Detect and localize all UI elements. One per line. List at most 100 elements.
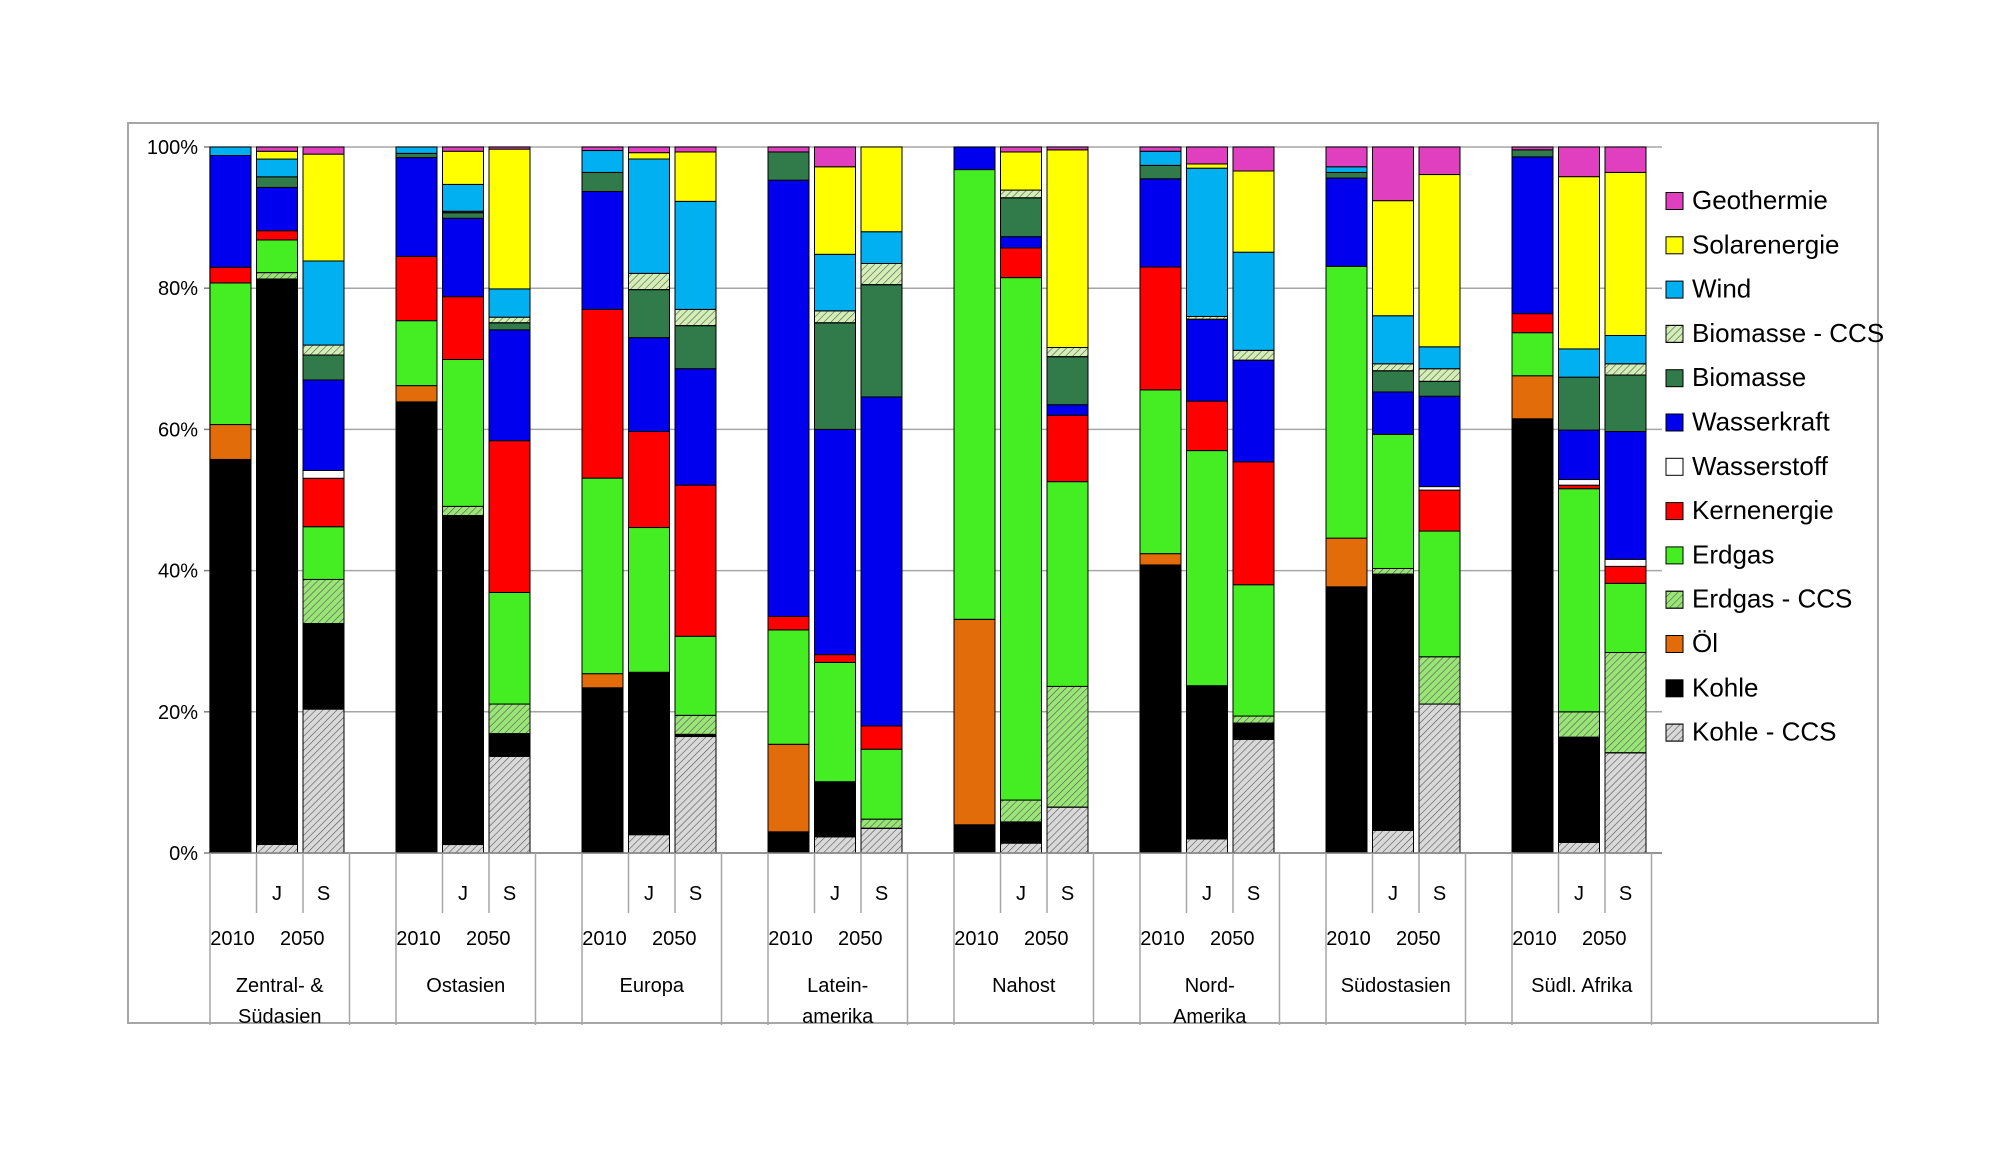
legend-swatch-solar <box>1665 236 1684 255</box>
bar-segment-wasserkraft <box>1046 404 1089 416</box>
scenario-label: J <box>1574 883 1584 905</box>
scenario-label: S <box>689 883 702 905</box>
bar-segment-oel <box>209 424 252 460</box>
bar-segment-wind <box>1186 167 1228 317</box>
bar-segment-wind <box>581 150 624 173</box>
bar-segment-geothermie <box>767 146 810 153</box>
bar-segment-oel <box>767 743 810 833</box>
bar-segment-biomasse <box>1372 370 1414 393</box>
bar-segment-kernenergie <box>1558 484 1600 490</box>
bar-hatch-kohle_ccs <box>628 834 670 854</box>
bar-hatch-erdgas_ccs <box>1000 799 1042 823</box>
scenario-label: J <box>644 883 654 905</box>
bar-hatch-erdgas_ccs <box>1372 567 1414 575</box>
bar-hatch-kohle_ccs <box>1418 703 1461 854</box>
bar-segment-wasserkraft <box>395 157 438 257</box>
bar-segment-wind <box>674 200 717 310</box>
bar-segment-kernenergie <box>1604 565 1647 584</box>
legend-label-erdgas_ccs: Erdgas - CCS <box>1692 584 1852 614</box>
region-label: Südasien <box>238 1006 321 1028</box>
y-tick-label: 100% <box>147 137 198 159</box>
bar-segment-geothermie <box>1604 146 1647 173</box>
bar-hatch-biomasse_ccs <box>1418 368 1461 382</box>
bar-segment-erdgas <box>256 239 298 274</box>
bar-segment-solar <box>1232 170 1275 253</box>
bar-segment-wasserstoff <box>302 469 345 479</box>
bar-hatch-erdgas_ccs <box>302 578 345 625</box>
bar-hatch-kohle_ccs <box>302 708 345 854</box>
year-label: 2050 <box>1210 928 1255 950</box>
scenario-label: S <box>1619 883 1632 905</box>
legend-swatch-geothermie <box>1665 192 1684 210</box>
y-tick-label: 0% <box>169 843 198 865</box>
y-tick-label: 40% <box>158 561 198 583</box>
bar-segment-erdgas <box>1511 332 1554 377</box>
bar-hatch-kohle_ccs <box>1604 752 1647 854</box>
bar-segment-erdgas <box>1232 584 1275 717</box>
scenario-label: J <box>1016 883 1026 905</box>
bar-segment-solar <box>302 153 345 262</box>
bar-segment-solar <box>628 152 670 160</box>
bar-segment-geothermie <box>1558 146 1600 178</box>
bar-segment-wind <box>302 260 345 346</box>
bar-segment-geothermie <box>488 146 531 150</box>
bar-segment-biomasse <box>628 289 670 339</box>
legend-swatch-wasserstoff <box>1665 457 1684 476</box>
bar-segment-solar <box>814 166 856 255</box>
bar-segment-kernenergie <box>1418 489 1461 532</box>
legend-hatch-kohle_ccs <box>1665 723 1684 742</box>
bar-segment-kohle <box>581 687 624 854</box>
bar-segment-wind <box>209 146 252 157</box>
bar-segment-wasserkraft <box>767 179 810 617</box>
legend-label-geothermie: Geothermie <box>1692 185 1828 215</box>
bar-hatch-kohle_ccs <box>1372 829 1414 854</box>
bar-segment-biomasse <box>767 151 810 181</box>
bar-segment-erdgas <box>674 635 717 716</box>
bar-segment-kohle <box>814 781 856 838</box>
bar-segment-kernenergie <box>209 266 252 284</box>
bar-segment-erdgas <box>1046 481 1089 687</box>
bar-segment-biomasse <box>1604 374 1647 433</box>
bar-segment-solar <box>1046 149 1089 349</box>
bar-segment-wasserkraft <box>1000 236 1042 249</box>
bar-segment-wasserkraft <box>628 337 670 433</box>
bar-segment-geothermie <box>1139 146 1182 152</box>
bar-segment-kohle <box>1511 418 1554 854</box>
bar-segment-kernenergie <box>674 484 717 637</box>
bar-segment-geothermie <box>674 146 717 153</box>
bar-hatch-biomasse_ccs <box>860 262 903 286</box>
bar-segment-kohle <box>442 515 484 846</box>
bar-segment-biomasse <box>814 322 856 430</box>
bar-hatch-kohle_ccs <box>442 844 484 854</box>
year-label: 2050 <box>1582 928 1627 950</box>
bar-segment-solar <box>442 150 484 185</box>
bar-segment-erdgas <box>1604 582 1647 653</box>
bar-segment-wasserkraft <box>1558 429 1600 481</box>
bar-segment-geothermie <box>1418 146 1461 176</box>
bar-segment-kohle <box>1372 573 1414 831</box>
bar-segment-solar <box>488 148 531 290</box>
legend-swatch-kohle <box>1665 679 1684 698</box>
bar-segment-kernenergie <box>395 255 438 322</box>
bar-hatch-erdgas_ccs <box>860 818 903 829</box>
bar-segment-geothermie <box>581 146 624 152</box>
bar-segment-kernenergie <box>1046 414 1089 483</box>
bar-segment-kernenergie <box>581 308 624 479</box>
bar-segment-kohle <box>1186 685 1228 840</box>
bar-segment-kohle <box>1139 564 1182 854</box>
legend-label-kernenergie: Kernenergie <box>1692 495 1834 525</box>
bar-segment-wasserstoff <box>1558 479 1600 486</box>
bar-hatch-kohle_ccs <box>674 736 717 854</box>
bar-hatch-kohle_ccs <box>1046 806 1089 854</box>
legend-swatch-wasserkraft <box>1665 413 1684 432</box>
bar-segment-wind <box>1325 166 1368 173</box>
bar-hatch-erdgas_ccs <box>1604 651 1647 754</box>
bar-segment-wind <box>860 231 903 264</box>
bar-segment-oel <box>1511 375 1554 420</box>
bar-segment-kohle <box>953 824 996 854</box>
bar-segment-kohle <box>628 671 670 836</box>
legend-swatch-kernenergie <box>1665 502 1684 521</box>
bar-segment-wind <box>442 183 484 212</box>
legend-hatch-biomasse_ccs <box>1665 324 1684 343</box>
